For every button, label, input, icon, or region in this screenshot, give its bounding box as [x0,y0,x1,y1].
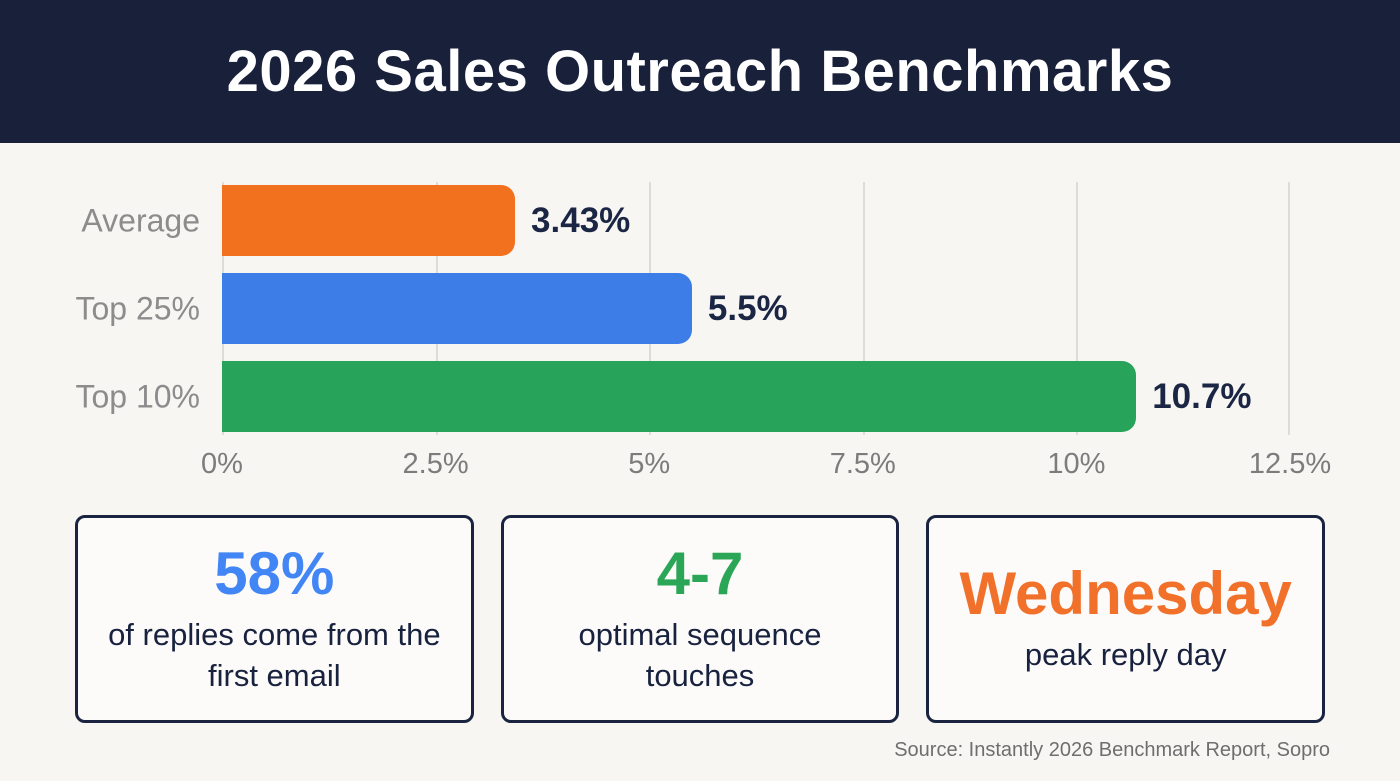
category-label-top10: Top 10% [75,378,200,414]
header-band: 2026 Sales Outreach Benchmarks [0,0,1400,143]
plot-area: Average 3.43% Top 25% 5.5% Top 10% 10.7% [75,182,1290,435]
x-tick: 12.5% [1248,448,1332,480]
stat-description: peak reply day [1024,637,1227,673]
stat-value: 58% [214,540,335,608]
x-tick: 0% [201,448,243,480]
x-tick: 7.5% [829,448,896,480]
x-axis: 0% 2.5% 5% 7.5% 10% 12.5% [201,448,1331,482]
gridline [1076,182,1079,435]
bar-row-top25: Top 25% 5.5% [75,273,1290,344]
stat-cards: 58% of replies come from the first email… [0,515,1400,723]
gridline [1288,182,1290,435]
category-label-average: Average [81,202,200,238]
stat-description: of replies come from the first email [108,617,441,693]
value-label-top10: 10.7% [1152,376,1252,416]
category-label-top25: Top 25% [75,290,200,326]
stat-card-peak-day: Wednesday peak reply day [926,515,1326,723]
bar-average [222,185,516,256]
bar-top10 [222,361,1137,432]
bar-row-top10: Top 10% 10.7% [75,361,1290,432]
bar-top25 [222,273,692,344]
bar-row-average: Average 3.43% [81,185,1290,256]
infographic: 2026 Sales Outreach Benchmarks Average 3… [0,0,1400,761]
gridline [862,182,865,435]
x-tick: 10% [1047,448,1106,480]
stat-card-sequence-touches: 4-7 optimal sequence touches [500,515,900,723]
value-label-average: 3.43% [531,200,631,240]
stat-card-first-email: 58% of replies come from the first email [75,515,474,723]
source-attribution: Source: Instantly 2026 Benchmark Report,… [894,739,1330,761]
stat-value: 4-7 [656,540,744,608]
stat-description: optimal sequence touches [578,617,822,693]
x-tick: 5% [628,448,671,480]
value-label-top25: 5.5% [707,288,788,328]
x-tick: 2.5% [402,448,469,480]
page-title: 2026 Sales Outreach Benchmarks [226,39,1174,104]
bar-chart: Average 3.43% Top 25% 5.5% Top 10% 10.7%… [0,182,1400,482]
stat-value: Wednesday [959,560,1292,628]
